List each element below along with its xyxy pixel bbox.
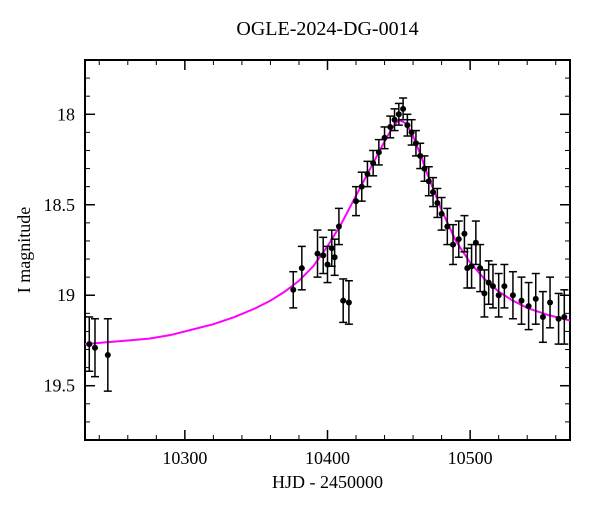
data-point <box>387 124 393 130</box>
data-point <box>533 296 539 302</box>
data-point <box>86 341 92 347</box>
data-point <box>450 242 456 248</box>
data-point <box>332 254 338 260</box>
data-point <box>540 314 546 320</box>
lightcurve-chart: OGLE-2024-DG-0014 10300 10400 10500 18 18.5 19… <box>0 0 600 512</box>
chart-title: OGLE-2024-DG-0014 <box>236 18 418 40</box>
data-point <box>481 290 487 296</box>
y-tick-label: 18 <box>57 104 75 124</box>
data-point <box>456 236 462 242</box>
x-axis-label: HJD - 2450000 <box>272 472 383 492</box>
data-point <box>105 352 111 358</box>
data-point <box>461 231 467 237</box>
x-tick-label: 10500 <box>448 448 493 468</box>
data-point <box>396 111 402 117</box>
data-point <box>299 265 305 271</box>
data-point <box>426 178 432 184</box>
data-point <box>439 211 445 217</box>
data-point <box>329 245 335 251</box>
data-point <box>290 287 296 293</box>
data-point <box>490 283 496 289</box>
y-tick-label: 18.5 <box>44 195 76 215</box>
data-point <box>526 303 532 309</box>
data-point <box>501 283 507 289</box>
data-point <box>496 292 502 298</box>
x-tick-label: 10300 <box>162 448 207 468</box>
data-point <box>336 223 342 229</box>
data-point <box>430 189 436 195</box>
data-point <box>392 117 398 123</box>
data-point <box>561 314 567 320</box>
chart-container: OGLE-2024-DG-0014 10300 10400 10500 18 18.5 19… <box>0 0 600 512</box>
data-point <box>376 149 382 155</box>
y-tick-label: 19.5 <box>44 376 76 396</box>
data-point <box>315 251 321 257</box>
data-point <box>346 299 352 305</box>
data-point <box>434 200 440 206</box>
data-point <box>547 299 553 305</box>
data-point <box>340 298 346 304</box>
data-point <box>400 106 406 112</box>
data-point <box>519 298 525 304</box>
y-tick-label: 19 <box>57 285 75 305</box>
x-tick-label: 10400 <box>305 448 350 468</box>
data-point <box>92 345 98 351</box>
data-point <box>404 122 410 128</box>
data-point <box>320 252 326 258</box>
data-point <box>510 292 516 298</box>
y-axis-label: I magnitude <box>14 207 34 293</box>
data-point <box>556 316 562 322</box>
